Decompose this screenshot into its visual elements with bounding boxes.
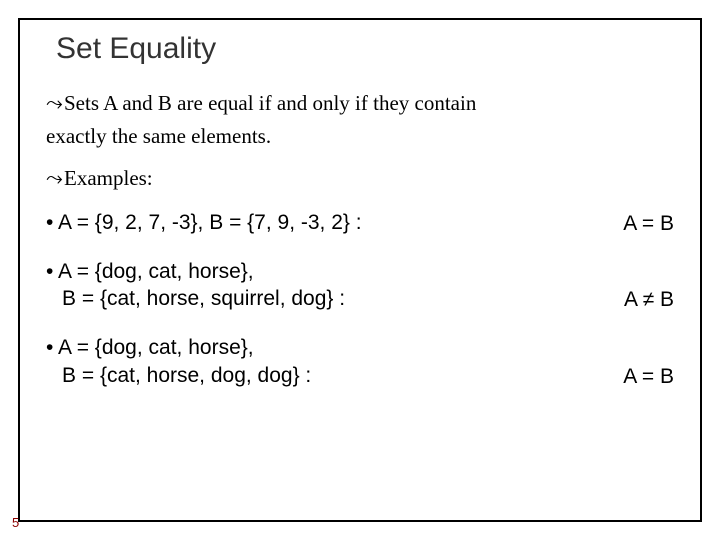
example-row: • A = {9, 2, 7, -3}, B = {7, 9, -3, 2} :… [46, 209, 674, 236]
example-row: • A = {dog, cat, horse}, B = {cat, horse… [46, 258, 674, 313]
page-number: 5 [12, 515, 19, 530]
example-text-line: • A = {9, 2, 7, -3}, B = {7, 9, -3, 2} : [46, 209, 362, 236]
examples-header-text: Examples: [64, 166, 153, 190]
example-text-line: • A = {dog, cat, horse}, [46, 258, 345, 285]
example-result: A ≠ B [604, 288, 674, 312]
definition-line-2: exactly the same elements. [46, 123, 674, 149]
example-row: • A = {dog, cat, horse}, B = {cat, horse… [46, 334, 674, 389]
arrow-bullet-icon: ⤳ [46, 91, 64, 117]
definition-text-1: Sets A and B are equal if and only if th… [64, 91, 476, 115]
definition-line-1: ⤳Sets A and B are equal if and only if t… [46, 90, 674, 117]
slide-title: Set Equality [56, 32, 674, 66]
arrow-bullet-icon: ⤳ [46, 167, 64, 191]
examples-header: ⤳Examples: [46, 166, 674, 191]
example-left: • A = {dog, cat, horse}, B = {cat, horse… [46, 334, 311, 389]
example-left: • A = {dog, cat, horse}, B = {cat, horse… [46, 258, 345, 313]
slide-content: Set Equality ⤳Sets A and B are equal if … [18, 18, 702, 522]
example-text-line: • A = {dog, cat, horse}, [46, 334, 311, 361]
example-text-line: B = {cat, horse, squirrel, dog} : [46, 285, 345, 312]
example-text-line: B = {cat, horse, dog, dog} : [46, 362, 311, 389]
example-left: • A = {9, 2, 7, -3}, B = {7, 9, -3, 2} : [46, 209, 362, 236]
example-result: A = B [603, 365, 674, 389]
example-result: A = B [603, 212, 674, 236]
examples-list: • A = {9, 2, 7, -3}, B = {7, 9, -3, 2} :… [46, 209, 674, 389]
